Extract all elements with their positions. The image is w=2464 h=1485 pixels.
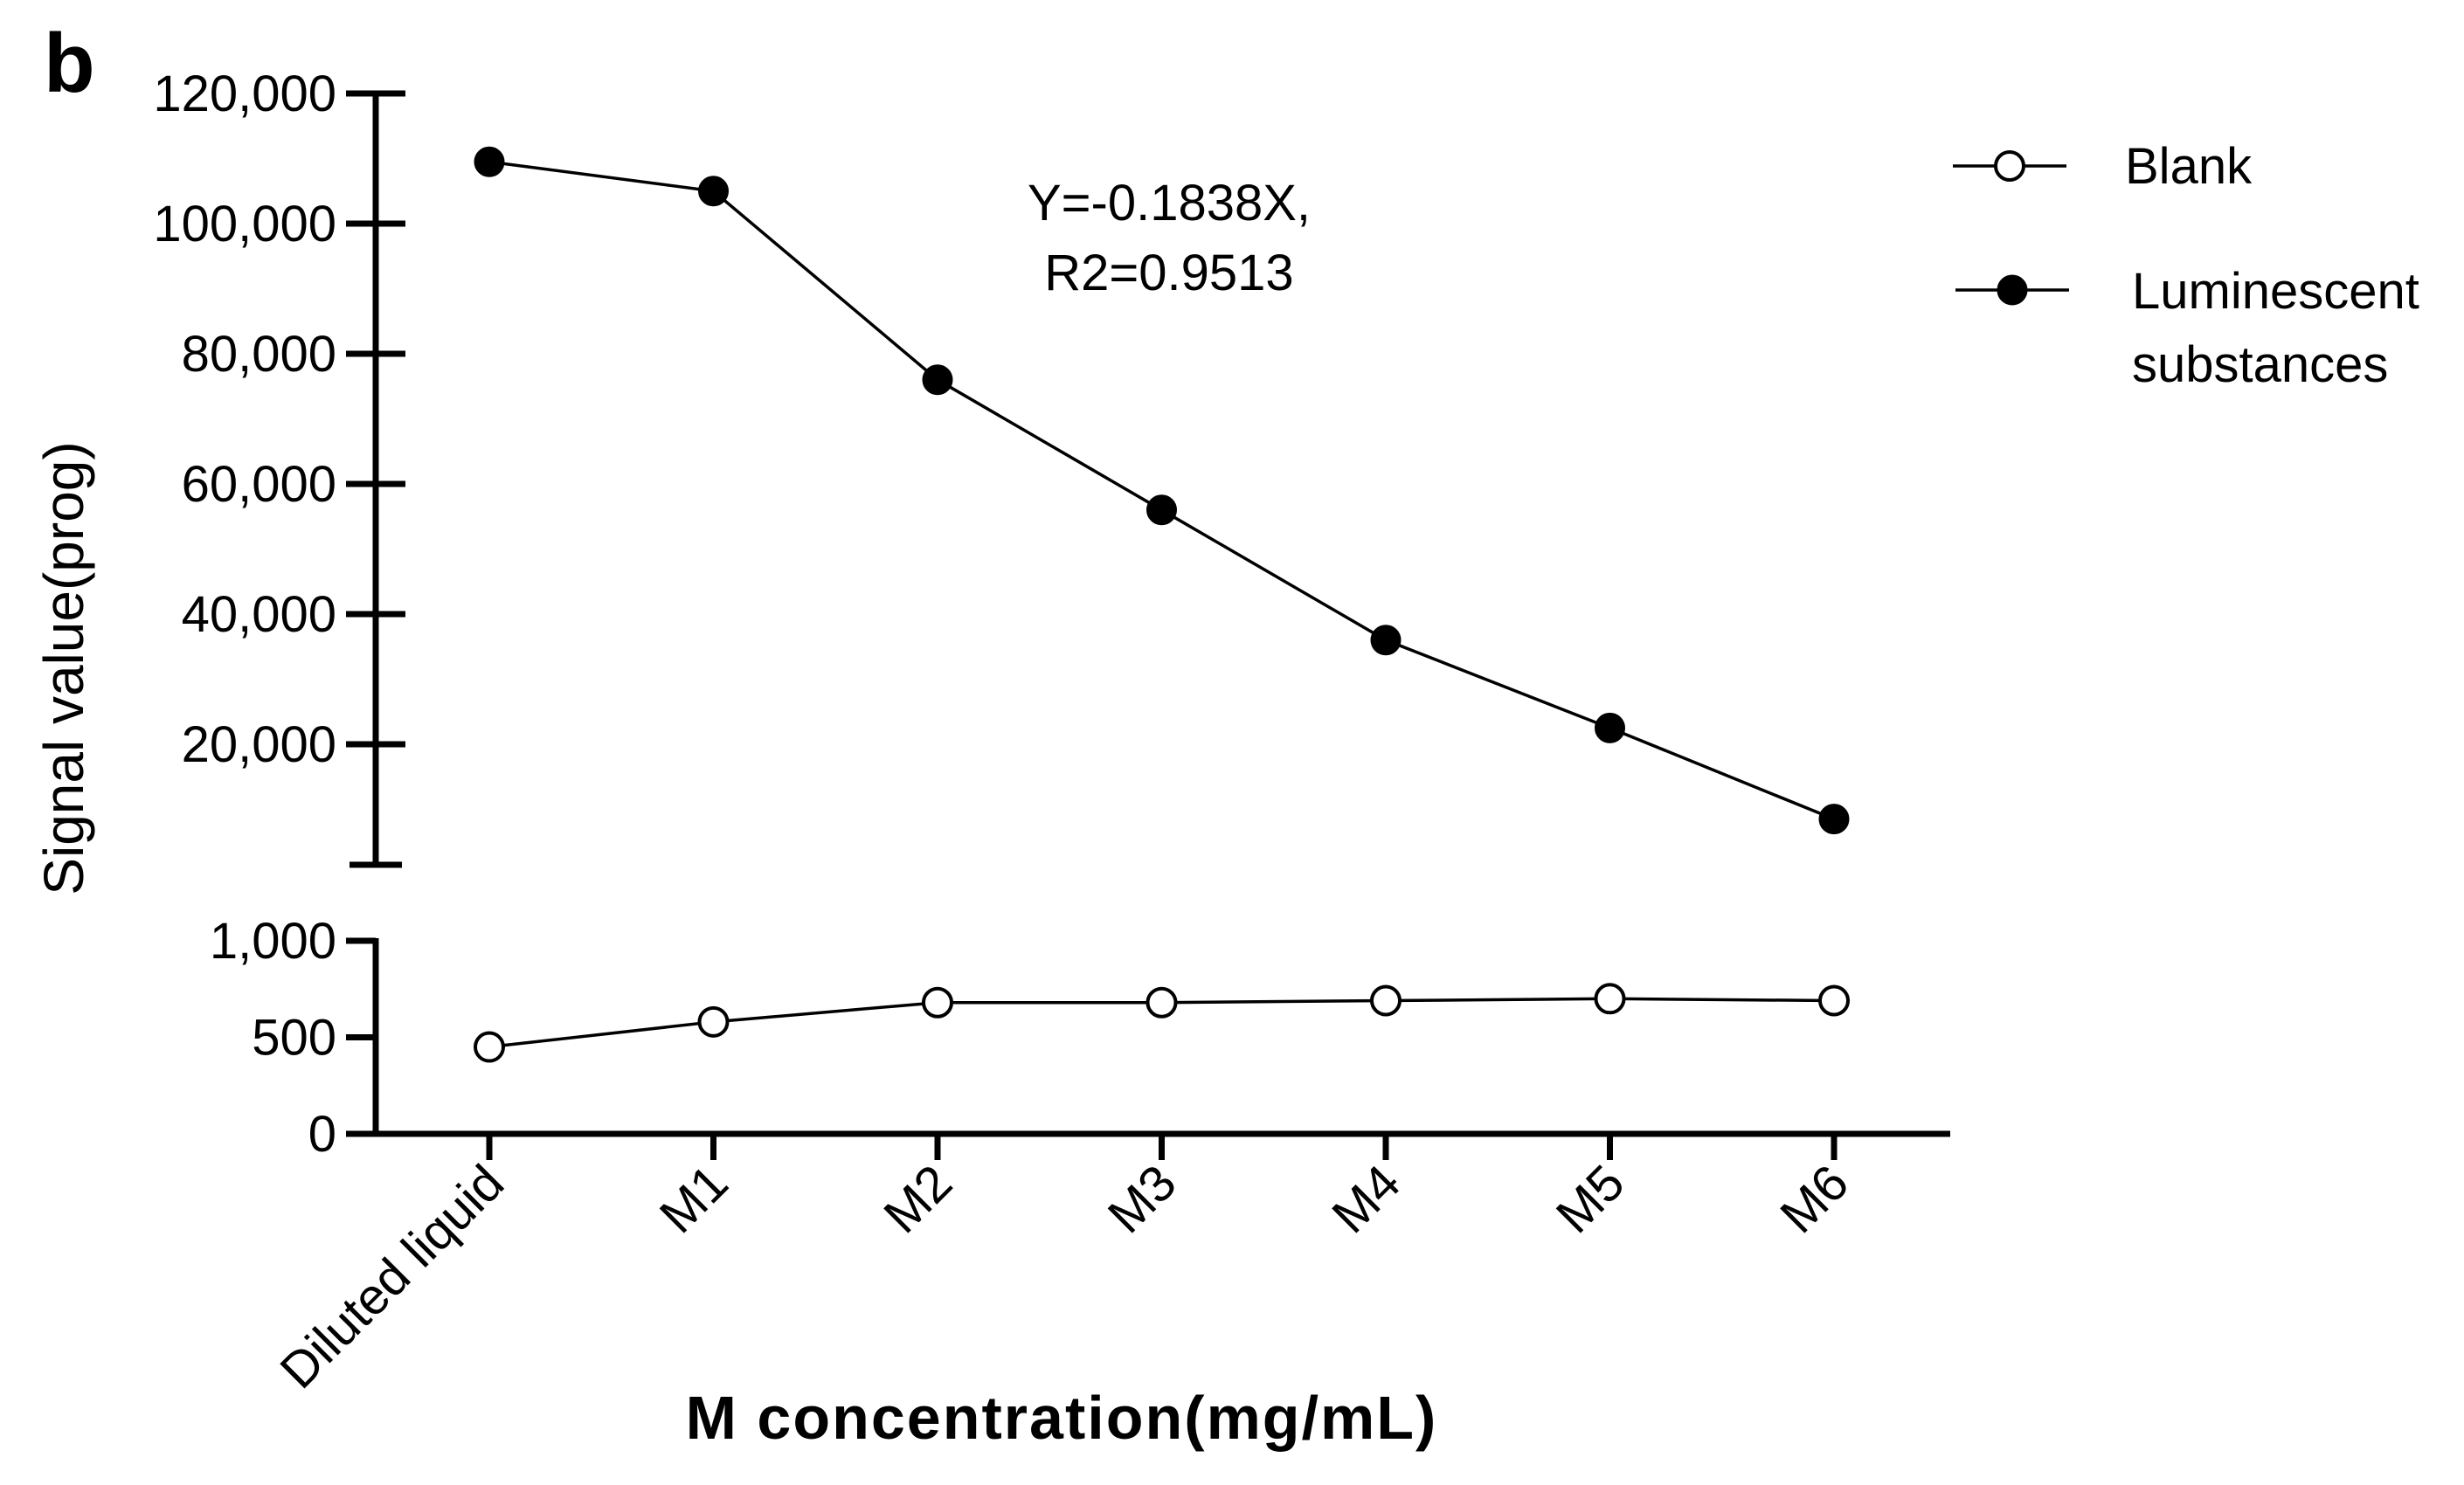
x-axis-title: M concentration(mg/mL) <box>686 1384 1438 1452</box>
data-point-blank <box>474 1031 505 1063</box>
y-tick-label-upper: 120,000 <box>153 66 336 122</box>
legend-marker-luminescent <box>1997 274 2028 306</box>
data-point-luminescent <box>1146 494 1177 526</box>
data-point-luminescent <box>922 364 953 396</box>
legend-item-blank: Blank <box>1953 138 2253 195</box>
data-point-blank <box>922 986 953 1019</box>
legend-item-luminescent: Luminescent substances <box>1955 263 2419 393</box>
series-layer <box>474 146 1850 1063</box>
y-tick-label-upper: 40,000 <box>182 586 336 643</box>
data-point-luminescent <box>1370 625 1402 656</box>
y-axis-title: Signal value(prog) <box>32 441 95 894</box>
y-tick-label-upper: 100,000 <box>153 196 336 252</box>
y-tick-label-lower: 500 <box>252 1010 336 1067</box>
y-tick-label-upper: 20,000 <box>182 716 336 773</box>
annotation-r2: R2=0.9513 <box>1044 245 1293 301</box>
annotation: Y=-0.1838X, R2=0.9513 <box>1028 175 1311 301</box>
legend-marker-blank <box>1994 150 2025 182</box>
data-point-luminescent <box>1595 712 1625 743</box>
x-tick-label: Diluted liquid <box>269 1154 515 1399</box>
legend-label-luminescent-line1: Luminescent <box>2132 263 2419 320</box>
y-tick-label-lower: 1,000 <box>210 913 336 970</box>
data-point-blank <box>1370 984 1402 1017</box>
legend: Blank Luminescent substances <box>1953 138 2419 393</box>
data-point-luminescent <box>1818 804 1850 835</box>
x-tick-label: M4 <box>1321 1154 1411 1244</box>
x-tick-label: M5 <box>1546 1154 1636 1244</box>
data-point-blank <box>1818 984 1850 1017</box>
y-tick-label-lower: 0 <box>308 1106 336 1163</box>
x-tick-label: M2 <box>873 1154 963 1244</box>
x-tick-label: M1 <box>649 1154 739 1244</box>
x-tick-label: M6 <box>1769 1154 1859 1244</box>
y-tick-label-upper: 80,000 <box>182 326 336 383</box>
data-point-blank <box>1145 986 1178 1019</box>
annotation-equation: Y=-0.1838X, <box>1028 175 1311 231</box>
data-point-luminescent <box>698 176 729 207</box>
x-tick-label: M3 <box>1097 1154 1187 1244</box>
data-point-blank <box>697 1005 730 1038</box>
data-point-luminescent <box>474 146 505 177</box>
panel-label: b <box>44 17 95 110</box>
legend-label-blank: Blank <box>2125 138 2253 195</box>
legend-label-luminescent-line2: substances <box>2132 336 2388 393</box>
y-ticks: 20,000 40,000 60,000 80,000 100,000 120,000 0 5… <box>153 66 405 1163</box>
x-ticks: Diluted liquid M1 M2 M3 M4 M5 M6 <box>269 1134 1859 1399</box>
y-tick-label-upper: 60,000 <box>182 456 336 513</box>
data-point-blank <box>1594 983 1626 1015</box>
